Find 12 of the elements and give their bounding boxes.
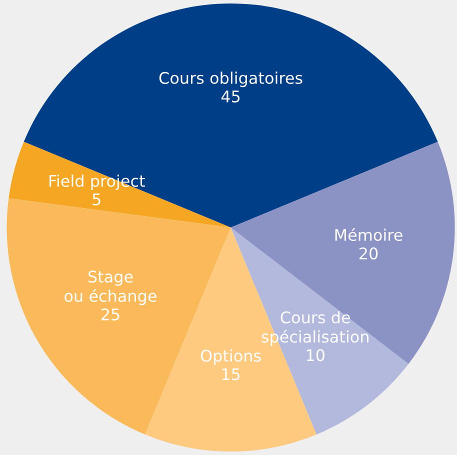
slice-label: Stage ou échange — [64, 270, 156, 306]
slice-label: Mémoire — [335, 228, 402, 242]
data-label: 5 — [92, 194, 100, 206]
data-label: 20 — [359, 247, 378, 260]
data-label: 10 — [306, 349, 324, 362]
pie-slice — [8, 142, 231, 228]
slice-label: Options — [200, 349, 261, 365]
data-label: 25 — [102, 308, 120, 320]
pie-slice — [24, 3, 438, 228]
data-label: 15 — [222, 368, 240, 380]
slice-label: Cours obligatoires — [159, 72, 302, 88]
data-label: 45 — [221, 90, 240, 102]
